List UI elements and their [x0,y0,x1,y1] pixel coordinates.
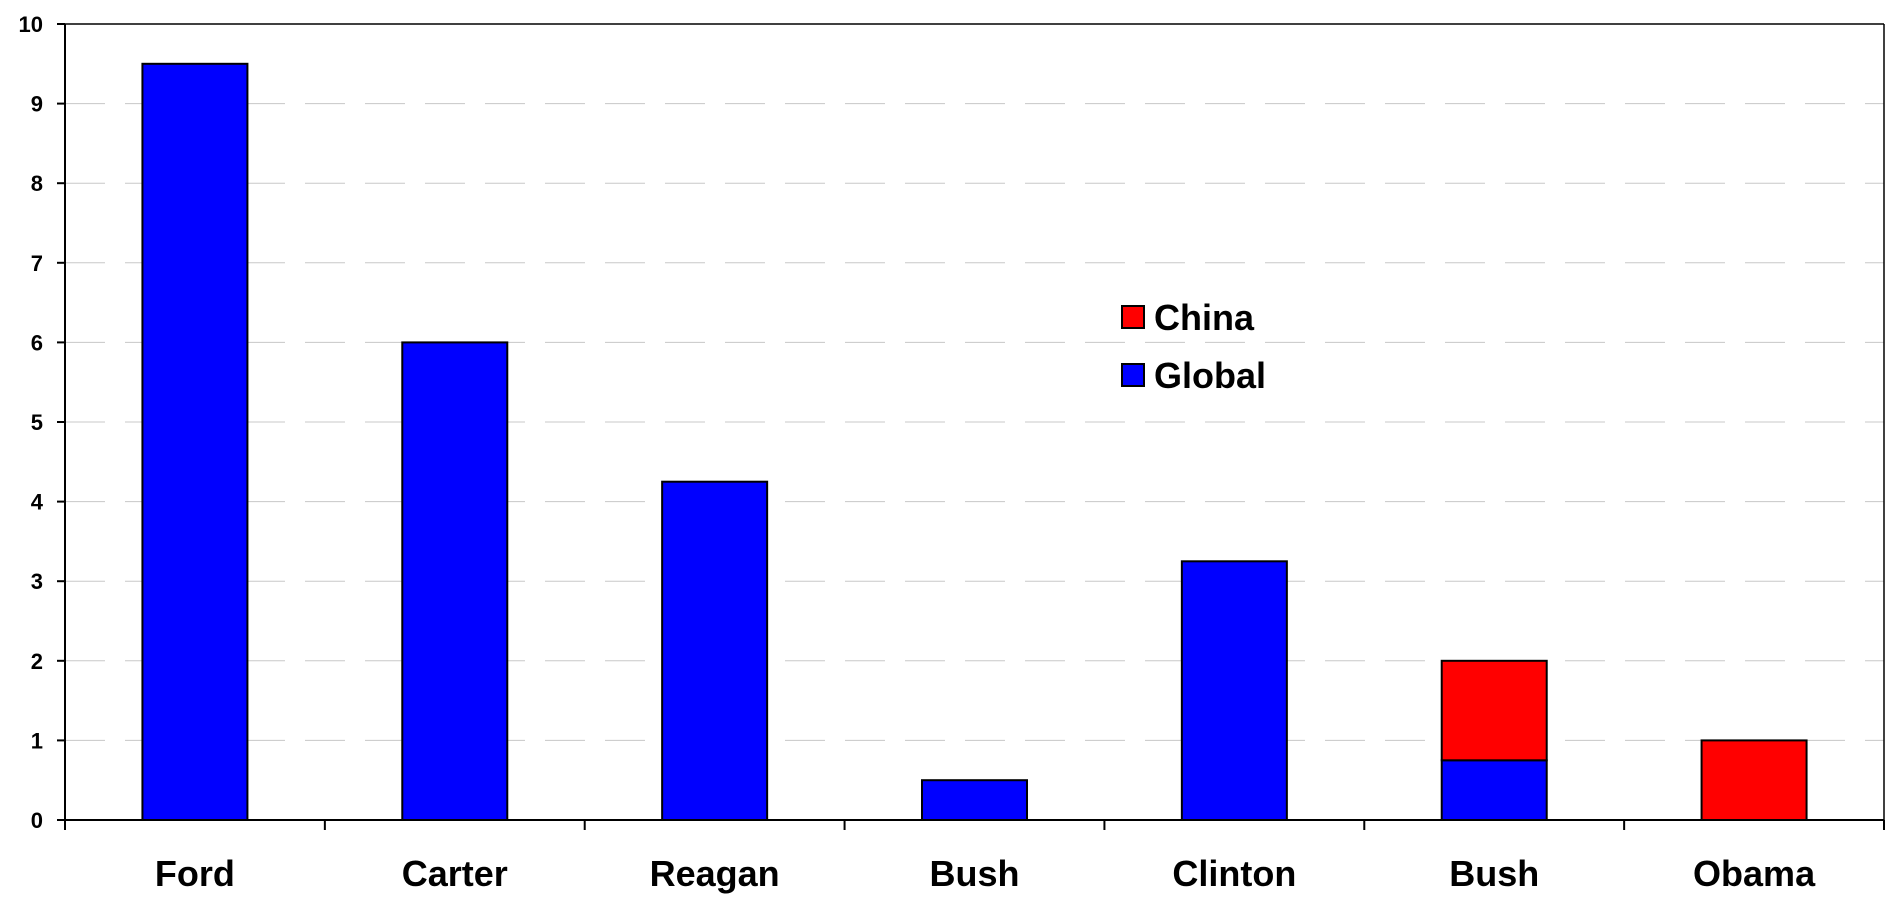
bar-global-0 [141,62,249,822]
y-tick-label: 7 [31,251,43,276]
y-tick-label: 1 [31,728,43,753]
y-tick-label: 8 [31,171,43,196]
legend-label-china: China [1154,297,1255,338]
legend-swatch-china [1121,305,1145,329]
x-tick-label: Clinton [1172,853,1296,894]
bar-global-1 [401,341,509,821]
y-tick-label: 0 [31,808,43,833]
legend: China Global [1121,297,1266,396]
y-tick-label: 9 [31,92,43,117]
axes [57,23,1885,830]
bar-global-2 [661,480,769,821]
x-tick-label: Bush [1449,853,1539,894]
y-tick-label: 2 [31,649,43,674]
y-tick-labels: 0 1 2 3 4 5 6 7 8 9 10 [19,12,44,833]
y-tick-label: 5 [31,410,43,435]
bar-china-5 [1440,659,1548,762]
y-tick-label: 6 [31,330,43,355]
bar-global-3 [921,779,1028,822]
x-tick-label: Reagan [650,853,780,894]
x-tick-labels: Ford Carter Reagan Bush Clinton Bush Obama [155,853,1816,894]
x-tick-label: Carter [402,853,508,894]
x-tick-label: Obama [1693,853,1816,894]
bar-global-4 [1180,560,1288,821]
bar-china-6 [1700,739,1808,822]
y-tick-label: 3 [31,569,43,594]
x-tick-label: Bush [930,853,1020,894]
legend-swatch-global [1121,363,1145,387]
legend-label-global: Global [1154,355,1266,396]
y-tick-label: 10 [19,12,43,37]
bar-global-5 [1440,759,1548,821]
y-tick-label: 4 [31,490,44,515]
x-tick-label: Ford [155,853,235,894]
